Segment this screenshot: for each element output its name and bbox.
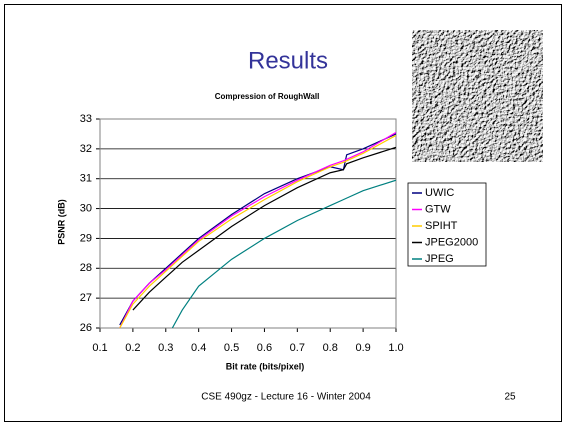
texture-image: [412, 30, 543, 162]
y-tick-label: 32: [80, 143, 92, 155]
y-tick-label: 30: [80, 202, 92, 214]
chart-title: Compression of RoughWall: [215, 92, 320, 101]
x-tick-label: 0.4: [191, 342, 206, 354]
slide-title: Results: [248, 47, 328, 74]
series-line: [132, 146, 396, 311]
legend-label: UWIC: [425, 187, 454, 199]
x-tick-label: 0.2: [125, 342, 140, 354]
legend-box: [407, 182, 487, 267]
x-tick-label: 0.5: [224, 342, 239, 354]
y-tick-label: 31: [80, 173, 92, 185]
series-line: [119, 131, 396, 328]
legend-label: JPEG: [425, 253, 454, 265]
plot-frame: [99, 118, 397, 329]
footer: CSE 490gz - Lecture 16 - Winter 2004: [201, 392, 371, 403]
y-tick-label: 26: [80, 322, 92, 334]
x-tick-label: 0.3: [158, 342, 173, 354]
y-axis-title: PSNR (dB): [56, 199, 66, 245]
legend-label: GTW: [425, 203, 451, 215]
x-tick-label: 0.8: [323, 342, 338, 354]
y-tick-label: 29: [80, 232, 92, 244]
x-tick-label: 0.9: [355, 342, 370, 354]
x-axis-title: Bit rate (bits/pixel): [226, 361, 305, 371]
y-tick-label: 28: [80, 262, 92, 274]
legend-label: SPIHT: [425, 220, 458, 232]
page-number: 25: [504, 392, 516, 403]
series-line: [119, 134, 396, 328]
x-tick-label: 0.1: [92, 342, 107, 354]
y-tick-label: 33: [80, 113, 92, 125]
y-tick-label: 27: [80, 292, 92, 304]
legend-label: JPEG2000: [425, 236, 478, 248]
series-line: [171, 179, 396, 328]
x-tick-label: 0.6: [257, 342, 272, 354]
series-group: [119, 131, 396, 328]
x-tick-label: 1.0: [388, 342, 403, 354]
x-tick-label: 0.7: [290, 342, 305, 354]
